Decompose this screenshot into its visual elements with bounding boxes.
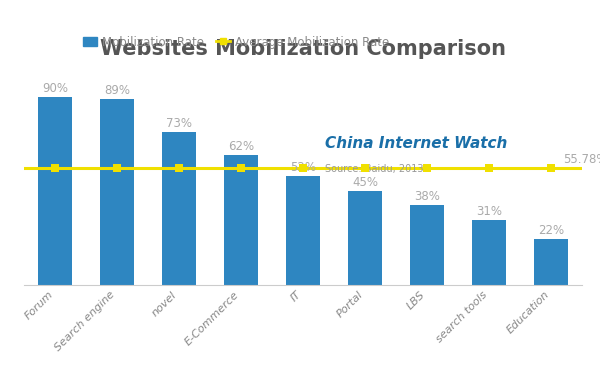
Text: 62%: 62% [228,140,254,153]
Bar [162,132,196,285]
Bar [410,205,444,285]
Bar [348,191,382,285]
Text: 89%: 89% [104,84,130,97]
Text: 22%: 22% [538,224,564,237]
Bar [472,220,506,285]
Text: 31%: 31% [476,205,502,218]
Text: 55.78%: 55.78% [563,153,600,166]
Text: Source: Baidu, 2013: Source: Baidu, 2013 [325,164,424,174]
Legend: Mobilization Rate, Average Mobilization Rate: Mobilization Rate, Average Mobilization … [80,32,392,52]
Bar [100,99,134,285]
Text: 90%: 90% [42,82,68,95]
Bar [38,97,72,285]
Text: China Internet Watch: China Internet Watch [325,136,508,151]
Text: 38%: 38% [414,191,440,203]
Bar [286,176,320,285]
Text: 52%: 52% [290,161,316,174]
Title: Websites Mobilization Comparison: Websites Mobilization Comparison [100,39,506,59]
Bar [534,239,568,285]
Text: 45%: 45% [352,176,378,189]
Bar [224,155,258,285]
Text: 73%: 73% [166,118,192,130]
